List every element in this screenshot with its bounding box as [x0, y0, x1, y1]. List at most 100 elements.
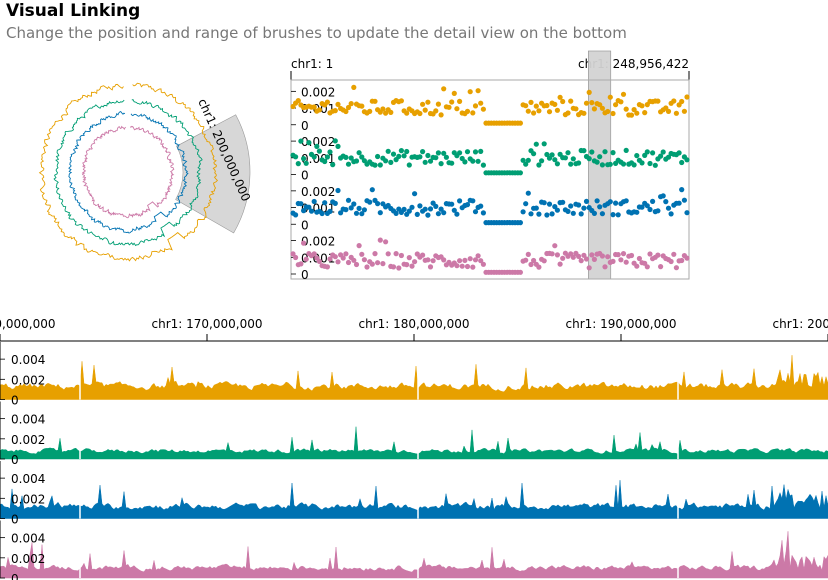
- overview-point: [684, 255, 690, 261]
- overview-point: [425, 99, 431, 105]
- overview-point: [348, 155, 354, 161]
- overview-point: [293, 254, 299, 261]
- overview-point: [316, 148, 322, 154]
- overview-point: [335, 259, 341, 265]
- overview-y-tick-label: 0.002: [301, 185, 335, 199]
- overview-point: [449, 160, 455, 166]
- overview-point: [684, 210, 690, 216]
- overview-point: [525, 251, 531, 257]
- overview-point: [293, 212, 299, 218]
- overview-point: [314, 143, 320, 149]
- overview-point: [316, 107, 322, 113]
- circular-overview-chart[interactable]: chr1: 200,000,000: [38, 82, 254, 262]
- overview-point: [385, 251, 391, 257]
- overview-point: [353, 261, 360, 268]
- overview-point: [332, 254, 338, 260]
- overview-point: [351, 84, 357, 90]
- overview-point: [568, 203, 574, 209]
- overview-point: [301, 240, 307, 246]
- overview-point: [523, 257, 529, 263]
- overview-point: [353, 210, 360, 216]
- overview-point: [420, 101, 426, 107]
- overview-point: [372, 98, 378, 104]
- overview-point: [610, 110, 616, 117]
- overview-point: [406, 208, 412, 214]
- overview-point: [385, 148, 391, 154]
- overview-point: [417, 203, 423, 209]
- overview-point: [565, 150, 571, 156]
- overview-point: [459, 263, 465, 269]
- detail-y-tick-label: 0.004: [11, 532, 45, 546]
- overview-point: [359, 154, 365, 160]
- overview-point: [372, 251, 378, 257]
- overview-point: [668, 211, 674, 217]
- overview-point: [597, 154, 603, 160]
- overview-point: [343, 207, 349, 213]
- overview-point: [435, 101, 441, 107]
- overview-point: [467, 256, 473, 262]
- overview-point: [332, 108, 338, 114]
- overview-point: [650, 198, 656, 204]
- overview-point: [425, 152, 431, 159]
- overview-point: [454, 106, 460, 112]
- overview-point: [478, 148, 484, 154]
- overview-point: [438, 112, 444, 118]
- overview-point: [356, 205, 362, 211]
- circular-brush[interactable]: [175, 114, 251, 234]
- overview-point: [531, 257, 537, 264]
- overview-point: [557, 261, 563, 267]
- overview-point: [684, 94, 690, 100]
- overview-point: [345, 104, 352, 111]
- overview-point: [375, 260, 381, 266]
- overview-point: [475, 158, 481, 164]
- overview-point: [549, 152, 555, 158]
- overview-point: [602, 264, 608, 270]
- overview-point: [406, 162, 412, 168]
- overview-point: [520, 157, 526, 163]
- overview-point: [340, 255, 346, 261]
- page-title: Visual Linking: [6, 1, 141, 21]
- overview-point: [594, 198, 600, 204]
- overview-point: [586, 89, 592, 95]
- detail-x-tick-label: chr1: 190,000,000: [566, 317, 677, 331]
- overview-point: [367, 199, 373, 205]
- overview-point: [610, 258, 616, 264]
- overview-point: [330, 162, 336, 168]
- overview-point: [472, 209, 479, 215]
- overview-point: [375, 153, 381, 160]
- overview-point: [594, 159, 600, 165]
- overview-point: [464, 202, 471, 208]
- overview-y-tick-label: 0: [301, 119, 309, 133]
- overview-point: [393, 251, 399, 257]
- overview-point: [684, 157, 690, 163]
- overview-y-tick-label: 0.002: [301, 235, 335, 249]
- overview-point: [520, 209, 526, 215]
- overview-point: [441, 150, 447, 156]
- overview-point: [660, 149, 666, 155]
- overview-point: [324, 264, 330, 270]
- overview-point: [464, 263, 471, 270]
- detail-y-tick-label: 0: [11, 513, 19, 527]
- overview-point: [343, 251, 349, 257]
- overview-point: [655, 208, 661, 214]
- overview-point: [623, 198, 629, 204]
- overview-point: [591, 256, 598, 262]
- overview-point: [480, 210, 486, 216]
- overview-point: [610, 150, 616, 156]
- overview-point: [301, 208, 307, 214]
- overview-point: [681, 108, 688, 114]
- overview-point: [324, 154, 330, 160]
- overview-point: [420, 149, 426, 155]
- overview-point: [316, 258, 322, 264]
- detail-x-tick-label: chr1: 180,000,000: [359, 317, 470, 331]
- detail-area: [0, 426, 828, 460]
- overview-point: [570, 210, 576, 216]
- overview-point: [605, 108, 611, 115]
- detail-area: [0, 480, 828, 519]
- overview-y-tick-label: 0.002: [301, 85, 335, 99]
- overview-point: [293, 154, 299, 160]
- overview-point: [470, 110, 476, 116]
- detail-x-tick-label: chr1: 170,000,000: [152, 317, 263, 331]
- overview-point: [560, 199, 566, 205]
